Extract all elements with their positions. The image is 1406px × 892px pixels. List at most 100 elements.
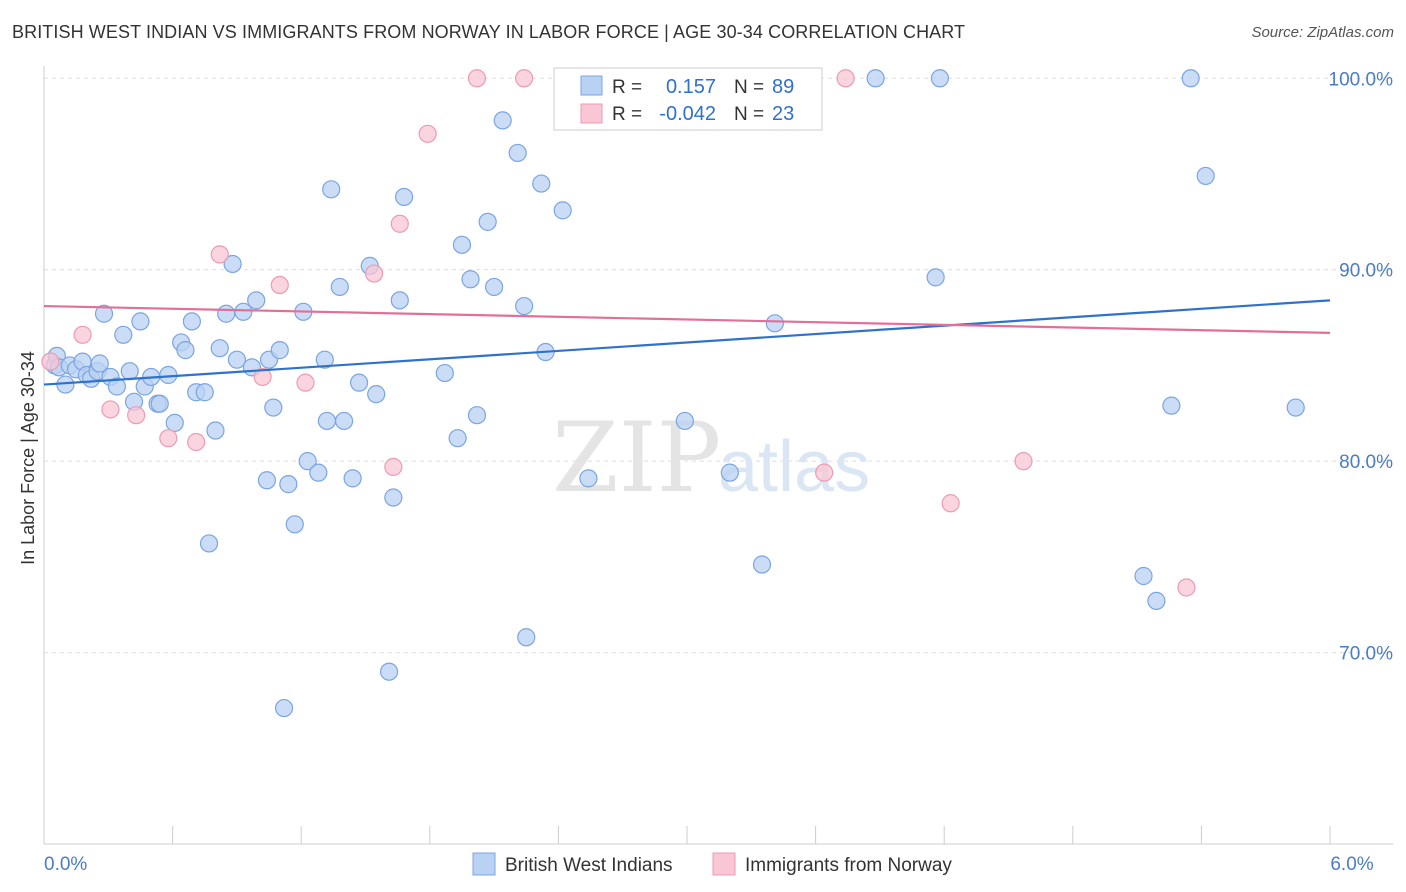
blue-point [195,383,214,402]
blue-point [675,411,694,431]
pink-point [187,432,206,452]
stats-pink-r-value: -0.042 [659,103,716,125]
pink-point [364,264,384,283]
blue-point [349,373,369,392]
blue-point [435,363,454,383]
pink-point [296,373,315,392]
blue-point [752,555,772,574]
x-tick-label: 6.0% [1330,854,1373,875]
series-immigrants-from-norway [41,69,1196,597]
x-tick-labels: 0.0% 6.0% [44,854,1374,875]
blue-point [720,463,739,482]
pink-point [270,275,289,295]
stats-blue-n-label: N = [734,77,764,98]
blue-point [485,277,504,297]
blue-point [478,212,497,231]
stats-blue-r-value: 0.157 [666,76,716,98]
blue-point [384,488,403,507]
pink-point [384,457,403,476]
blue-point [1147,591,1166,610]
blue-point [461,270,480,289]
blue-point [579,469,598,488]
blue-point [223,254,242,274]
blue-point [330,277,349,297]
pink-point [418,124,437,143]
stats-pink-n-value: 23 [772,103,794,125]
stats-pink-swatch [580,103,603,124]
pink-point [467,69,487,88]
blue-point [279,475,298,494]
pink-point [941,494,960,513]
blue-point [315,350,334,369]
blue-point [150,394,169,413]
blue-point [515,296,534,316]
trendlines [43,299,1331,386]
pink-point [1014,452,1033,471]
blue-point [866,69,885,88]
stats-blue-n-value: 89 [772,76,794,98]
trendline-blue [43,299,1331,386]
y-tick-label: 90.0% [1339,261,1393,282]
blue-point [1134,566,1153,586]
y-tick-label: 70.0% [1339,644,1393,665]
pink-point [41,352,60,371]
blue-point [182,312,201,331]
blue-point [1162,396,1181,415]
stats-pink-r-label: R = [612,104,642,125]
blue-point [165,413,184,432]
pink-point [101,400,120,419]
y-tick-label: 100.0% [1329,69,1394,90]
blue-point [394,187,414,207]
blue-point [765,314,784,333]
blue-point [120,362,139,381]
pink-point [73,325,92,344]
source-credit: Source: ZipAtlas.com [1251,24,1394,41]
legend-blue-label: British West Indians [505,855,673,876]
blue-point [298,452,317,471]
blue-point [107,377,126,396]
legend: British West Indians Immigrants from Nor… [472,852,952,876]
y-tick-labels: 100.0% 90.0% 80.0% 70.0% [1329,69,1394,664]
blue-point [176,341,195,360]
blue-point [1196,166,1215,186]
blue-point [285,515,304,534]
pink-point [515,69,534,88]
blue-point [1181,69,1200,88]
blue-point [343,469,362,488]
pink-point [390,214,409,233]
axes [43,66,1393,845]
blue-point [264,398,283,417]
blue-point [210,339,229,358]
blue-point [467,406,487,425]
blue-point [257,471,277,490]
blue-point [379,662,399,681]
pink-point [253,367,272,387]
blue-point [334,411,354,431]
legend-blue-swatch [472,852,496,876]
blue-point [247,291,266,310]
blue-point [367,385,386,404]
blue-point [493,111,512,130]
stats-blue-r-label: R = [612,77,642,98]
blue-point [227,350,246,369]
x-tick-label: 0.0% [44,854,87,875]
pink-point [127,406,146,425]
blue-point [390,291,409,310]
blue-point [553,201,572,220]
blue-point [114,325,133,344]
pink-point [815,463,834,482]
blue-point [517,628,536,647]
blue-point [508,143,527,163]
stats-pink-n-label: N = [734,104,764,125]
y-axis-title: In Labor Force | Age 30-34 [18,351,38,565]
stats-blue-swatch [580,75,603,96]
blue-point [1286,398,1305,417]
blue-point [322,180,341,199]
pink-point [210,245,229,264]
series-british-west-indians [45,69,1305,718]
blue-point [234,302,253,321]
pink-point [1177,578,1196,597]
stats-box: R = 0.157 N = 89 R = -0.042 N = 23 [553,67,823,131]
blue-point [448,429,467,448]
